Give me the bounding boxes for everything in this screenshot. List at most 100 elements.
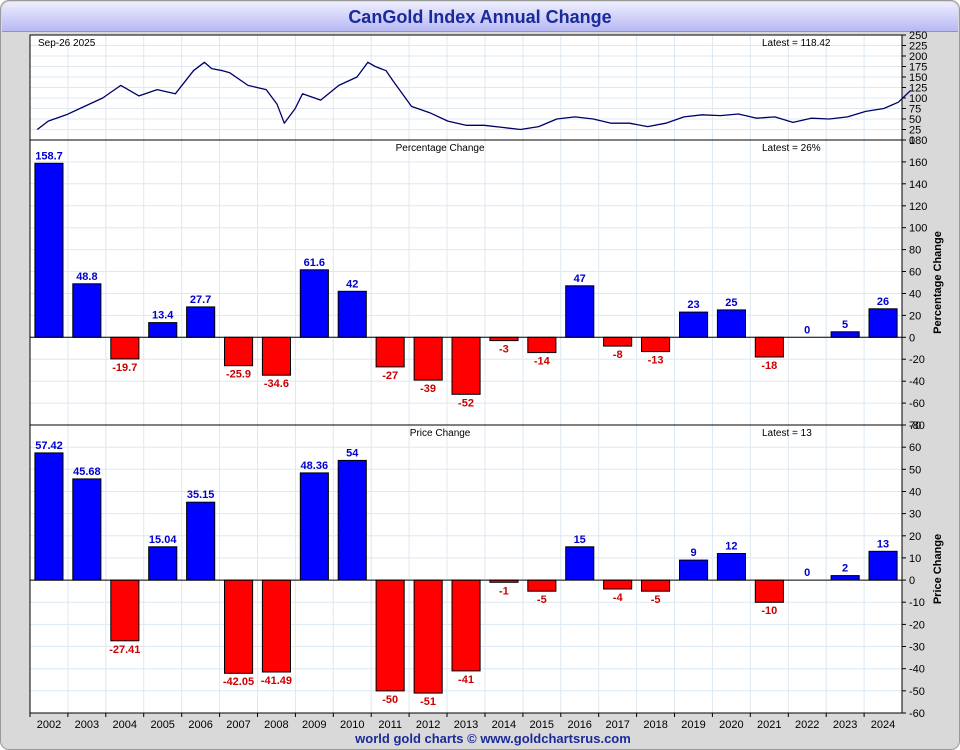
bar	[716, 309, 747, 338]
y-tick-label: 50	[909, 114, 921, 126]
x-tick-label: 2002	[37, 719, 61, 731]
bar	[830, 331, 860, 338]
y-tick-label: -10	[909, 597, 925, 609]
bar-label: -14	[534, 356, 551, 368]
bar	[451, 336, 481, 395]
y-tick-label: 10	[909, 553, 921, 565]
bar-label: -25.9	[226, 369, 251, 381]
x-tick-label: 2012	[416, 719, 440, 731]
bar	[754, 336, 784, 358]
bar	[527, 579, 557, 592]
vertical-grid	[29, 35, 903, 713]
y-tick-label: 20	[909, 310, 921, 322]
x-tick-label: 2009	[302, 719, 326, 731]
y-tick-label: 0	[909, 575, 915, 587]
bar	[110, 579, 140, 642]
y-tick-label: 200	[909, 51, 927, 63]
x-tick-label: 2010	[340, 719, 364, 731]
y-tick-label: -20	[909, 619, 925, 631]
bar	[603, 336, 633, 347]
y-tick-label: -20	[909, 354, 925, 366]
y-tick-label: 175	[909, 62, 927, 74]
y-tick-label: 0	[909, 332, 915, 344]
bar	[337, 290, 367, 338]
bar-label: -3	[499, 344, 509, 356]
y-tick-label: 150	[909, 72, 927, 84]
x-tick-label: 2005	[150, 719, 174, 731]
x-tick-label: 2007	[226, 719, 250, 731]
bar-label: -34.6	[264, 378, 289, 390]
bar	[261, 336, 291, 376]
bar	[868, 308, 898, 338]
bar-label: -27	[382, 370, 398, 382]
x-tick-label: 2022	[795, 719, 819, 731]
y-tick-label: 20	[909, 531, 921, 543]
y-tick-label: 60	[909, 442, 921, 454]
panel-border	[29, 424, 903, 714]
bar	[186, 306, 216, 338]
bar	[224, 579, 254, 674]
date-label: Sep-26 2025	[38, 38, 96, 49]
y-tick-label: -60	[909, 708, 925, 720]
bar	[451, 579, 481, 672]
bar-label: 15.04	[149, 534, 177, 546]
bar-label: 2	[842, 563, 848, 575]
latest-label: Latest = 26%	[762, 143, 821, 154]
y-tick-label: 160	[909, 157, 927, 169]
footer-credit: world gold charts © www.goldchartsrus.co…	[355, 731, 631, 746]
bar	[641, 336, 671, 353]
bar	[679, 311, 709, 338]
y-tick-label: 250	[909, 30, 927, 42]
x-tick-label: 2019	[681, 719, 705, 731]
y-tick-label: 100	[909, 223, 927, 235]
bar	[603, 579, 633, 590]
bar-label: 48.36	[301, 460, 329, 472]
bar	[413, 579, 443, 694]
x-tick-label: 2020	[719, 719, 743, 731]
x-tick-label: 2024	[871, 719, 895, 731]
y-tick-label: -30	[909, 642, 925, 654]
bar-label: -10	[761, 605, 777, 617]
y-tick-label: 140	[909, 179, 927, 191]
bar-label: -18	[761, 360, 777, 372]
bar-label: -51	[420, 696, 436, 708]
x-tick-label: 2018	[643, 719, 667, 731]
y-axis-title: Percentage Change	[932, 231, 944, 334]
bar-label: -4	[613, 592, 624, 604]
x-tick-label: 2015	[530, 719, 554, 731]
bar-label: 57.42	[35, 440, 63, 452]
x-tick-label: 2021	[757, 719, 781, 731]
bar-label: 12	[725, 541, 737, 553]
latest-label: Latest = 13	[762, 428, 812, 439]
latest-label: Latest = 118.42	[762, 38, 831, 49]
bar	[34, 162, 64, 338]
bar	[186, 501, 216, 581]
bar	[148, 546, 178, 581]
bar-label: 25	[725, 297, 737, 309]
x-tick-label: 2014	[492, 719, 516, 731]
y-tick-label: 40	[909, 487, 921, 499]
bar-label: 27.7	[190, 294, 211, 306]
bar-label: -5	[537, 594, 547, 606]
bar	[34, 452, 64, 581]
y-tick-label: 60	[909, 267, 921, 279]
x-tick-label: 2017	[605, 719, 629, 731]
y-tick-label: -60	[909, 398, 925, 410]
bar-label: -39	[420, 383, 436, 395]
y-tick-label: 40	[909, 289, 921, 301]
bar	[299, 269, 329, 338]
bar-label: 5	[842, 319, 848, 331]
y-tick-label: 100	[909, 93, 927, 105]
bar-label: 54	[346, 447, 359, 459]
bar-label: 47	[574, 273, 586, 285]
x-tick-label: 2003	[75, 719, 99, 731]
bar-label: -1	[499, 585, 509, 597]
y-tick-label: 25	[909, 125, 921, 137]
bar	[375, 579, 405, 692]
bar	[868, 550, 898, 581]
bar-label: 0	[804, 567, 810, 579]
bar-label: 13.4	[152, 310, 174, 322]
x-tick-label: 2004	[113, 719, 137, 731]
